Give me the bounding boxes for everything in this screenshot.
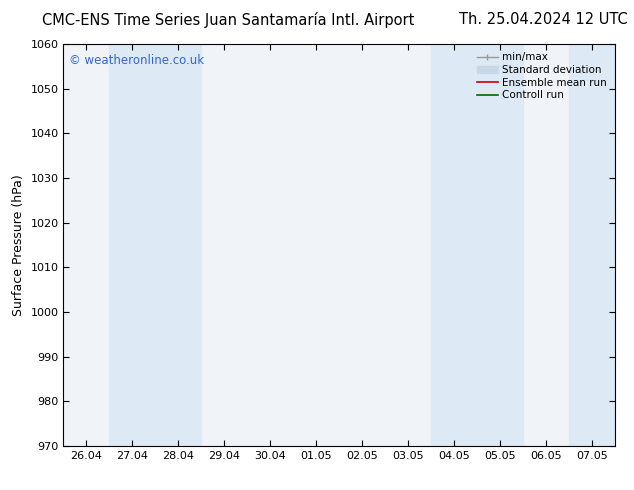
Text: Th. 25.04.2024 12 UTC: Th. 25.04.2024 12 UTC xyxy=(459,12,628,27)
Bar xyxy=(110,44,202,446)
Text: © weatheronline.co.uk: © weatheronline.co.uk xyxy=(69,54,204,67)
Legend: min/max, Standard deviation, Ensemble mean run, Controll run: min/max, Standard deviation, Ensemble me… xyxy=(474,49,610,103)
Bar xyxy=(431,44,523,446)
Bar xyxy=(569,44,615,446)
Text: CMC-ENS Time Series Juan Santamaría Intl. Airport: CMC-ENS Time Series Juan Santamaría Intl… xyxy=(42,12,415,28)
Y-axis label: Surface Pressure (hPa): Surface Pressure (hPa) xyxy=(12,174,25,316)
